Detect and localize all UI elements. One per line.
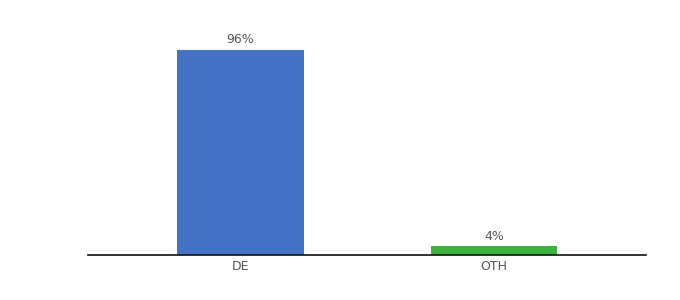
Text: 4%: 4% (484, 230, 504, 243)
Bar (430, 246, 558, 255)
Bar (177, 50, 304, 255)
Text: 96%: 96% (226, 34, 254, 46)
